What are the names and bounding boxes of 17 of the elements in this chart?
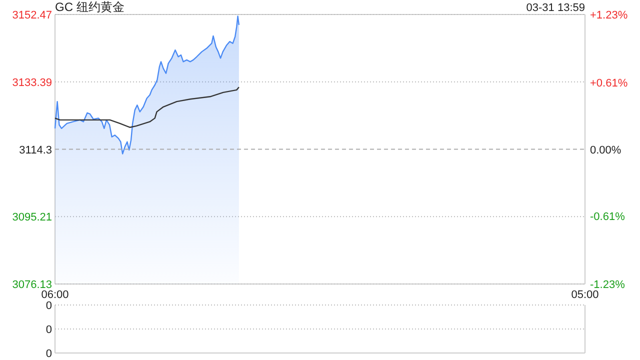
- chart-title: GC 纽约黄金: [55, 0, 124, 14]
- y-tick-label: 3152.47: [12, 10, 52, 22]
- y2-tick-label: -0.61%: [590, 211, 626, 224]
- y2-tick-label: -1.23%: [590, 279, 626, 291]
- y2-tick-label: +0.61%: [590, 77, 628, 90]
- text: 03-31 13:59: [526, 2, 585, 14]
- text: 0: [46, 348, 52, 360]
- y2-tick-label: +1.23%: [590, 10, 628, 22]
- y2-tick-label: 0.00%: [590, 144, 622, 156]
- text: 0: [46, 300, 52, 312]
- x-tick-label: 05:00: [571, 289, 599, 301]
- y-tick-label: 3133.39: [12, 76, 52, 89]
- y-tick-label: 3114.3: [19, 144, 52, 156]
- x-tick-label: 06:00: [41, 289, 69, 301]
- y-tick-label: 3076.13: [12, 279, 52, 291]
- text: 0: [46, 324, 52, 336]
- y-tick-label: 3095.21: [12, 212, 52, 224]
